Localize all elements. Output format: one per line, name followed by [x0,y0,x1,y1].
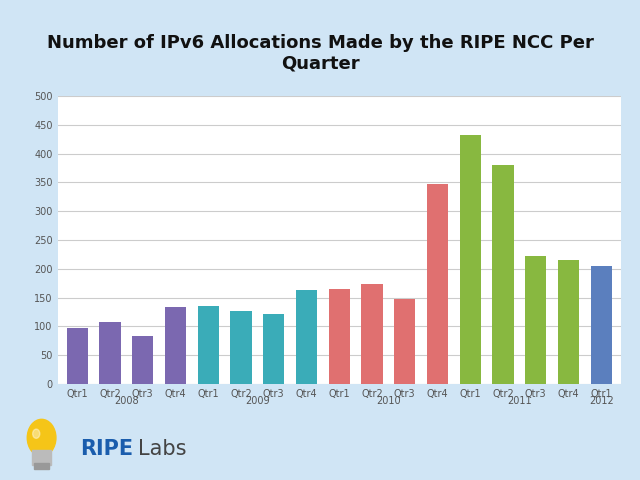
Text: Labs: Labs [138,439,186,459]
Text: 2009: 2009 [245,396,269,406]
Bar [362,284,383,384]
Text: 2011: 2011 [507,396,532,406]
Text: 2012: 2012 [589,396,614,406]
Bar [198,306,219,384]
Bar [492,165,513,384]
Bar [427,184,448,384]
Bar [525,256,547,384]
Bar [230,312,252,384]
Circle shape [33,429,40,438]
Text: RIPE: RIPE [80,439,133,459]
Bar [394,300,415,384]
Bar [296,290,317,384]
Bar [34,463,49,469]
Bar [328,289,350,384]
Text: Number of IPv6 Allocations Made by the RIPE NCC Per
Quarter: Number of IPv6 Allocations Made by the R… [47,34,593,72]
Bar [99,322,120,384]
Bar [132,336,154,384]
Bar [558,260,579,384]
Bar [460,135,481,384]
Bar [165,307,186,384]
Bar [591,266,612,384]
Text: 2010: 2010 [376,396,401,406]
Bar [67,327,88,384]
Text: 2008: 2008 [114,396,139,406]
Bar [32,450,51,465]
Bar [263,314,284,384]
Circle shape [28,420,56,456]
